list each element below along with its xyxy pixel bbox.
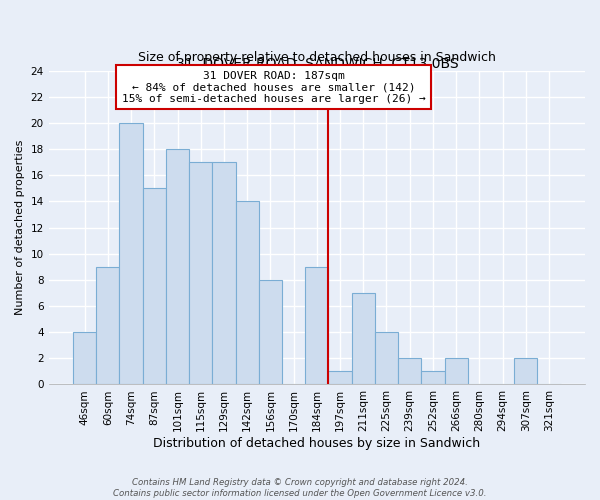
Bar (375, 332, 398, 384)
Bar (328, 372, 352, 384)
Bar (212, 162, 236, 384)
Bar (445, 358, 468, 384)
Y-axis label: Number of detached properties: Number of detached properties (15, 140, 25, 316)
Text: Contains HM Land Registry data © Crown copyright and database right 2024.
Contai: Contains HM Land Registry data © Crown c… (113, 478, 487, 498)
Text: Size of property relative to detached houses in Sandwich: Size of property relative to detached ho… (138, 52, 496, 64)
Bar (259, 280, 282, 384)
Bar (143, 188, 166, 384)
Text: 31 DOVER ROAD: 187sqm
← 84% of detached houses are smaller (142)
15% of semi-det: 31 DOVER ROAD: 187sqm ← 84% of detached … (122, 70, 426, 104)
Bar (398, 358, 421, 384)
Bar (119, 123, 143, 384)
Bar (305, 267, 328, 384)
Bar (189, 162, 212, 384)
Title: 31, DOVER ROAD, SANDWICH, CT13 0BS: 31, DOVER ROAD, SANDWICH, CT13 0BS (176, 56, 458, 70)
Bar (514, 358, 538, 384)
Bar (421, 372, 445, 384)
Bar (166, 149, 189, 384)
Bar (73, 332, 96, 384)
X-axis label: Distribution of detached houses by size in Sandwich: Distribution of detached houses by size … (153, 437, 481, 450)
Bar (96, 267, 119, 384)
Bar (352, 293, 375, 384)
Bar (236, 202, 259, 384)
